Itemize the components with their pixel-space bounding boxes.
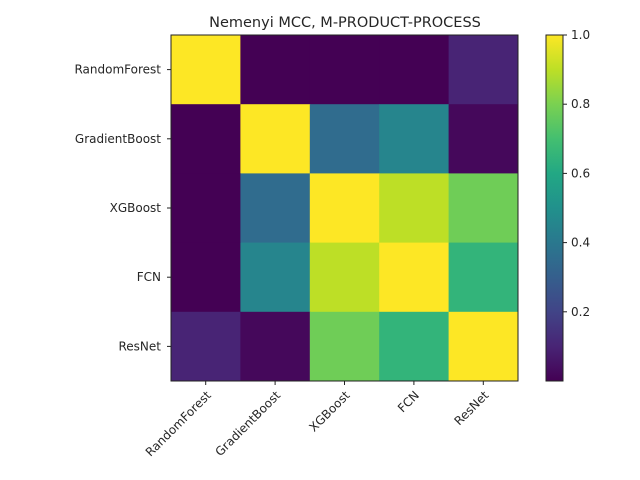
x-tick-label: GradientBoost	[212, 388, 283, 459]
heatmap-cell	[171, 173, 241, 244]
colorbar-ticks: 0.2 0.4 0.6 0.8 1.0	[563, 28, 590, 319]
x-tick-label: ResNet	[451, 388, 491, 428]
heatmap-cell	[171, 35, 241, 105]
heatmap-cells	[171, 35, 519, 382]
chart-title: Nemenyi MCC, M-PRODUCT-PROCESS	[209, 15, 481, 31]
heatmap-cell	[240, 35, 311, 105]
colorbar-tick-label: 0.4	[571, 236, 590, 250]
x-tick-label: RandomForest	[143, 388, 214, 459]
heatmap-cell	[379, 242, 450, 313]
heatmap-cell	[309, 242, 380, 313]
heatmap-cell	[240, 173, 311, 244]
heatmap-cell	[379, 104, 450, 174]
heatmap-cell	[309, 173, 380, 244]
y-tick-label: ResNet	[119, 339, 162, 353]
heatmap-cell	[240, 242, 311, 313]
y-tick-label: GradientBoost	[75, 132, 161, 146]
x-tick-label: XGBoost	[306, 388, 352, 434]
heatmap-cell	[240, 104, 311, 174]
y-tick-label: RandomForest	[74, 63, 161, 77]
y-tick-label: XGBoost	[110, 201, 162, 215]
heatmap-cell	[309, 35, 380, 105]
colorbar-tick-label: 0.6	[571, 166, 590, 180]
heatmap-cell	[448, 311, 519, 382]
heatmap-cell	[448, 35, 519, 105]
heatmap-cell	[448, 173, 519, 244]
colorbar-tick-label: 0.2	[571, 305, 590, 319]
heatmap-cell	[379, 35, 450, 105]
heatmap-cell	[309, 104, 380, 174]
heatmap-cell	[171, 104, 241, 174]
heatmap-cell	[171, 242, 241, 313]
colorbar	[545, 34, 564, 382]
heatmap-cell	[379, 311, 450, 382]
colorbar-tick-label: 1.0	[571, 28, 590, 42]
heatmap-cell	[448, 104, 519, 174]
y-tick-label: FCN	[137, 270, 161, 284]
heatmap-cell	[448, 242, 519, 313]
heatmap-cell	[171, 311, 241, 382]
heatmap-cell	[379, 173, 450, 244]
y-tick-labels: RandomForest GradientBoost XGBoost FCN ResNe…	[74, 63, 171, 353]
heatmap-cell	[240, 311, 311, 382]
x-tick-label: FCN	[395, 388, 422, 415]
colorbar-tick-label: 0.8	[571, 97, 590, 111]
heatmap-cell	[309, 311, 380, 382]
